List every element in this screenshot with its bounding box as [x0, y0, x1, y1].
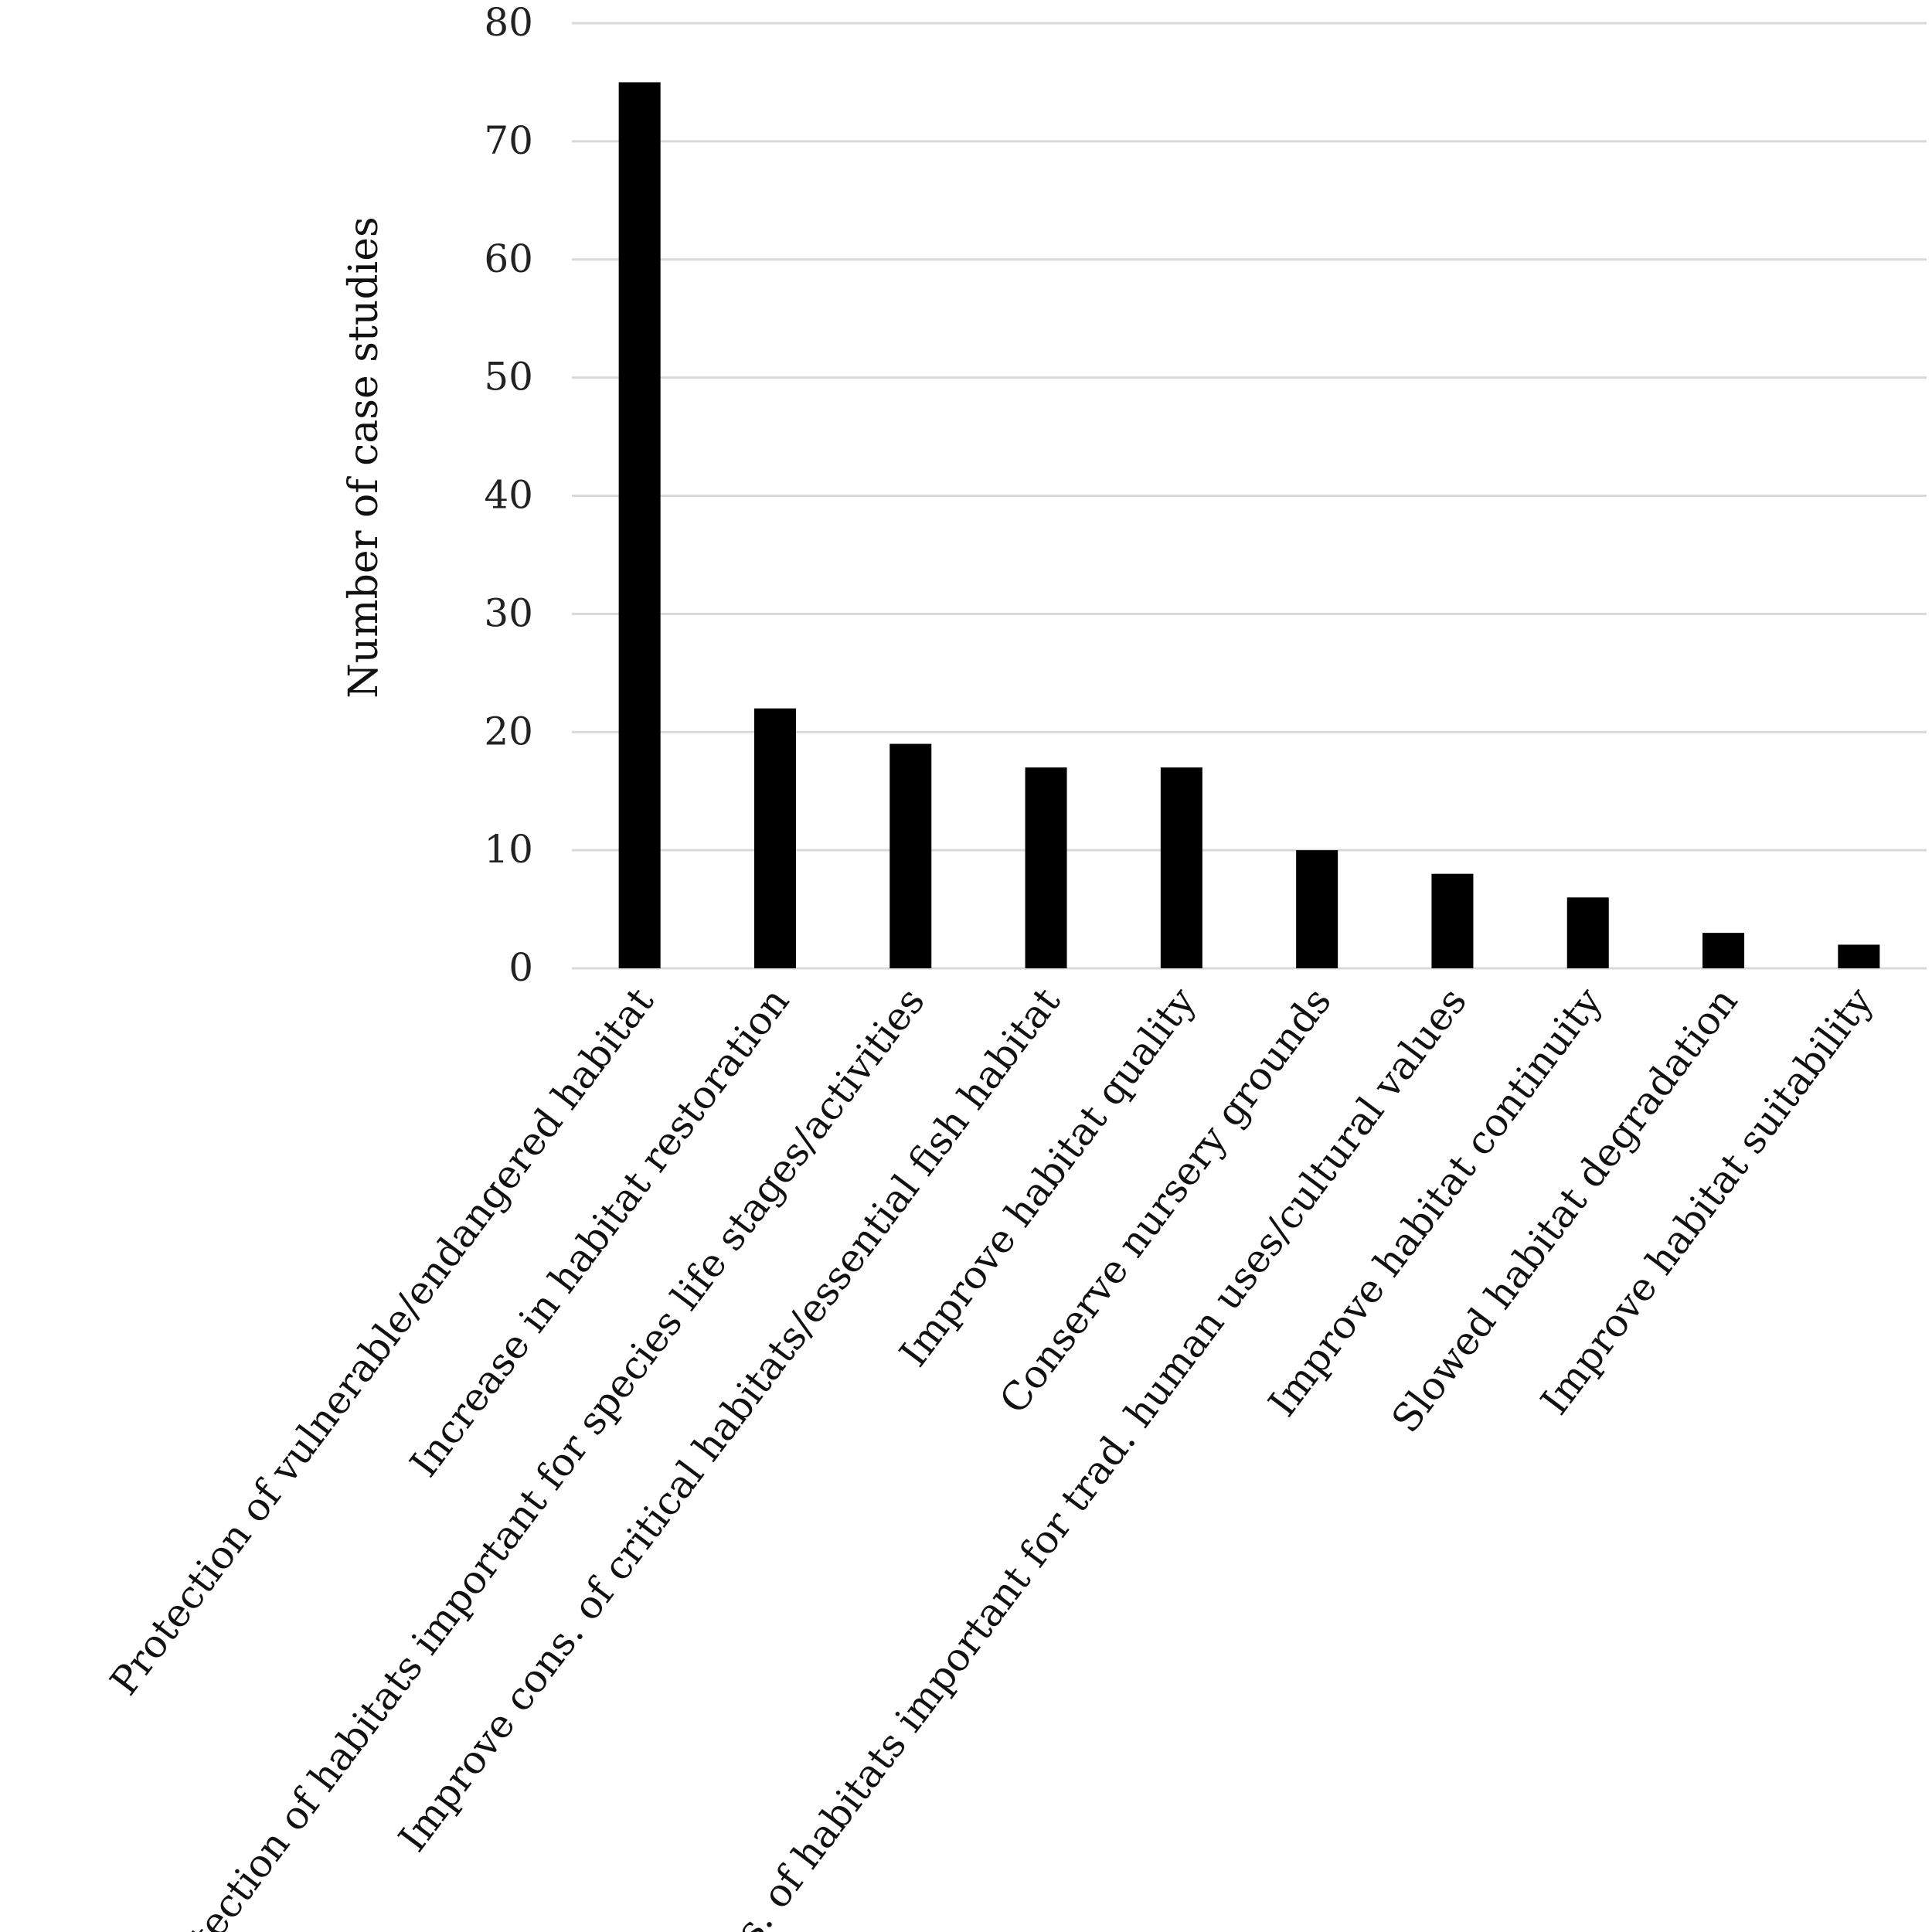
y-tick-label: 40	[484, 473, 533, 518]
y-tick-label: 0	[509, 945, 533, 990]
bars	[618, 82, 1880, 968]
bar	[1566, 897, 1609, 968]
bar	[618, 82, 661, 968]
y-axis-ticks: 0 10 20 30 40 50 60 70 80	[484, 0, 533, 990]
x-category-label: Improve cons. of critical habitats/essen…	[390, 979, 1070, 1859]
y-tick-label: 70	[484, 118, 533, 163]
y-tick-label: 80	[484, 0, 533, 45]
y-tick-label: 30	[484, 590, 533, 635]
grid-lines	[572, 22, 1927, 970]
y-axis-title: Number of case studies	[341, 216, 387, 698]
bar	[1702, 933, 1745, 968]
bar	[1160, 767, 1202, 968]
bar	[753, 708, 796, 968]
y-tick-label: 10	[484, 827, 533, 872]
bar	[889, 743, 932, 968]
bar	[1025, 767, 1067, 968]
bar	[1296, 850, 1338, 968]
y-tick-label: 60	[484, 236, 533, 281]
bar	[1431, 873, 1474, 968]
x-axis-category-labels: Protection of vulnerable/endangered habi…	[101, 979, 1882, 1932]
y-tick-label: 20	[484, 709, 533, 753]
y-tick-label: 50	[484, 355, 533, 400]
bar	[1838, 944, 1880, 968]
